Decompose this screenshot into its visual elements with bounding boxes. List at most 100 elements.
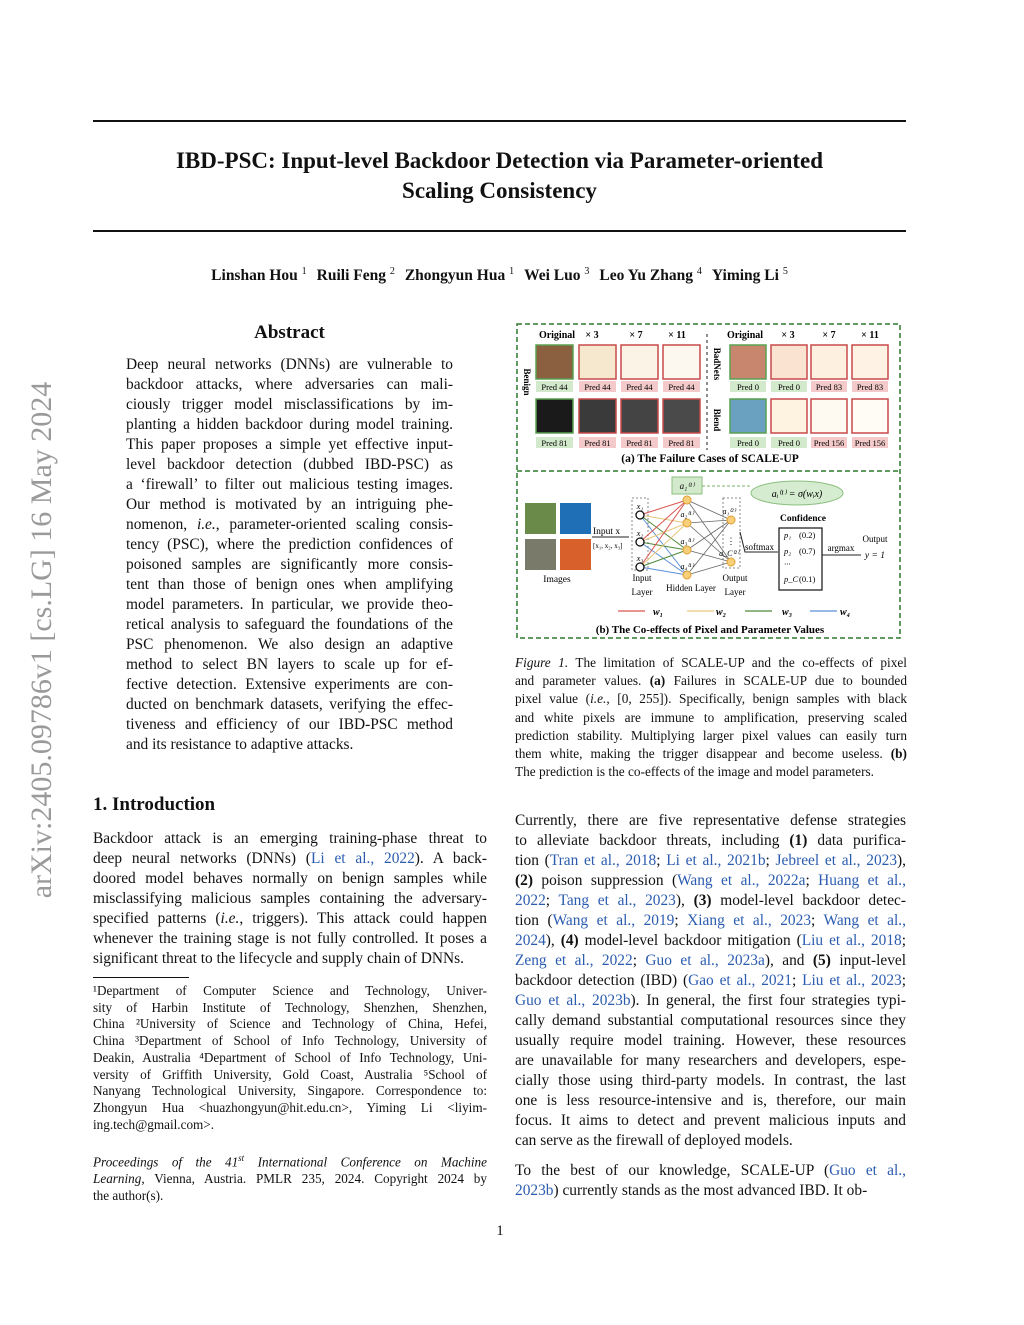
text-line: Backdoor attack is an emerging training-… xyxy=(93,829,487,849)
column-header: Original xyxy=(727,330,763,341)
text-run: backdoor detection (IBD) ( xyxy=(515,972,689,989)
text-line: specified patterns (i.e., triggers). Thi… xyxy=(93,909,487,929)
column-header: Original xyxy=(539,330,575,341)
text-run: and its resistance to adaptive attacks. xyxy=(126,736,354,753)
footnote-rule xyxy=(93,977,189,978)
activation-equation: aᵢ⁽¹⁾ = σ(wᵢx) xyxy=(772,489,823,500)
citation-link[interactable]: Liu et al., 2023 xyxy=(802,972,902,989)
citation-link[interactable]: Huang et al., xyxy=(818,872,906,889)
text-run: doored model behaves normally on benign … xyxy=(93,870,487,887)
text-line: China ³Department of School of Info Tech… xyxy=(93,1033,487,1050)
text-line: Nanyang Technological University, Singap… xyxy=(93,1083,487,1100)
text-line: Figure 1. The limitation of SCALE-UP and… xyxy=(515,654,907,672)
text-run: Zhongyun Hua <huazhongyun@hit.edu.cn>, Y… xyxy=(93,1099,487,1115)
citation-link[interactable]: 2022 xyxy=(515,892,546,909)
sample-image-thumbnail xyxy=(578,398,617,434)
text-run: tent than those of benign ones when ampl… xyxy=(126,576,453,593)
italic-text: st xyxy=(238,1153,245,1163)
citation-link[interactable]: Guo et al., 2023a xyxy=(645,952,765,969)
part-b-caption: (b) The Co-effects of Pixel and Paramete… xyxy=(596,624,825,636)
text-run: China ²University of Science and Technol… xyxy=(93,1016,487,1032)
prediction-badge xyxy=(730,437,766,448)
prediction-label: Pred 156 xyxy=(814,438,844,448)
text-run: Backdoor attack is an emerging training-… xyxy=(93,830,487,847)
author-list: Linshan Hou 1 Ruili Feng 2 Zhongyun Hua 1 W… xyxy=(93,266,906,285)
input-label: Input x xyxy=(593,527,620,537)
body-paragraph: To the best of our knowledge, SCALE-UP (… xyxy=(515,1161,906,1201)
citation-link[interactable]: Tang et al., 2023 xyxy=(558,892,676,909)
text-run: , [0, 255]). Specifically, benign sample… xyxy=(606,691,907,707)
text-run: specified patterns ( xyxy=(93,910,221,927)
text-run: tion ( xyxy=(515,852,550,869)
text-run: versity of Griffith University, Gold Coa… xyxy=(93,1066,487,1082)
author-affiliation-mark: 1 xyxy=(301,266,307,277)
citation-link[interactable]: Jebreel et al., 2023 xyxy=(775,852,898,869)
title-line: IBD-PSC: Input-level Backdoor Detection … xyxy=(175,148,824,173)
author: Linshan Hou 1 xyxy=(211,266,307,285)
weight-edge xyxy=(639,499,688,568)
text-run: ; xyxy=(791,972,803,989)
confidence-label: p_C xyxy=(783,574,799,584)
text-line: poisoned samples are significantly more … xyxy=(126,555,453,575)
citation-link[interactable]: 2023b xyxy=(515,1182,554,1199)
hidden-layer-label: Hidden Layer xyxy=(666,583,716,593)
text-run: tiveness and efficiency of our IBD-PSC m… xyxy=(126,716,453,733)
sample-image-thumbnail xyxy=(729,398,767,434)
text-run: the author(s). xyxy=(93,1187,164,1203)
citation-link[interactable]: Gao et al., 2021 xyxy=(688,972,792,989)
prediction-label: Pred 44 xyxy=(626,382,653,392)
citation-link[interactable]: Wang et al., 2022a xyxy=(677,872,806,889)
sample-image-thumbnail xyxy=(729,344,767,380)
text-line: Guo et al., 2023b). In general, the firs… xyxy=(515,991,906,1011)
citation-link[interactable]: 2024 xyxy=(515,932,546,949)
weight-edge xyxy=(639,499,688,543)
input-node xyxy=(635,562,645,572)
text-line: tiveness and efficiency of our IBD-PSC m… xyxy=(126,715,453,735)
text-run: method to select BN layers to scale up f… xyxy=(126,656,453,673)
weight-edge xyxy=(686,499,732,521)
weight-edge xyxy=(639,541,688,551)
prediction-badge xyxy=(771,437,807,448)
abstract-heading: Abstract xyxy=(254,322,325,343)
text-line: Currently, there are five representative… xyxy=(515,811,906,831)
citation-link[interactable]: Guo et al., 2023b xyxy=(515,992,631,1009)
citation-link[interactable]: Xiang et al., 2023 xyxy=(687,912,812,929)
citation-link[interactable]: Guo et al., xyxy=(829,1162,906,1179)
citation-link[interactable]: Tran et al., 2018 xyxy=(549,852,657,869)
text-line: ducted on benchmark datasets, verifying … xyxy=(126,695,453,715)
text-line: fective detection. Extensive experiments… xyxy=(126,675,453,695)
prediction-badge xyxy=(536,381,573,392)
citation-link[interactable]: Wang et al., 2019 xyxy=(552,912,675,929)
text-run: and white pixels are immune to amplifica… xyxy=(515,709,907,725)
citation-link[interactable]: Li et al., 2022 xyxy=(310,850,415,867)
text-run: ). A back- xyxy=(414,850,487,867)
text-line: usually require model training. However,… xyxy=(515,1031,906,1051)
text-line: and its resistance to adaptive attacks. xyxy=(126,735,453,755)
weight-edge xyxy=(686,499,732,563)
output-layer-label: Layer xyxy=(725,587,746,597)
figure-frame xyxy=(516,323,901,639)
text-run: ; xyxy=(632,952,646,969)
text-line: cially those using third-party models. I… xyxy=(515,1071,906,1091)
paper-title: IBD-PSC: Input-level Backdoor Detection … xyxy=(93,146,906,206)
legend-label: w₂ xyxy=(716,607,726,618)
confidence-label: p₁ xyxy=(783,530,791,540)
text-line: are unavailable for many researchers and… xyxy=(515,1051,906,1071)
title-line: Scaling Consistency xyxy=(402,178,597,203)
equation-cloud xyxy=(750,480,844,506)
author: Yiming Li 5 xyxy=(711,266,788,285)
citation-link[interactable]: Zeng et al., 2022 xyxy=(515,952,633,969)
text-line: them white, making the trigger disappear… xyxy=(515,745,907,763)
hidden-node-label: a₃⁽¹⁾ xyxy=(680,537,694,546)
citation-link[interactable]: Wang et al., xyxy=(823,912,906,929)
output-node xyxy=(726,557,736,567)
weight-edge xyxy=(639,549,688,568)
citation-link[interactable]: Li et al., 2021b xyxy=(666,852,766,869)
text-run: tion ( xyxy=(515,912,553,929)
citation-link[interactable]: Liu et al., 2018 xyxy=(801,932,902,949)
text-run: ¹Department of Computer Science and Tech… xyxy=(93,983,487,998)
prediction-label: Pred 0 xyxy=(737,438,759,448)
text-run: one is less resource-intensive and is, t… xyxy=(515,1092,906,1109)
text-run: , parameter-oriented scaling consis- xyxy=(215,516,453,533)
output-node-label: a_C⁽²⁾ xyxy=(719,549,740,558)
